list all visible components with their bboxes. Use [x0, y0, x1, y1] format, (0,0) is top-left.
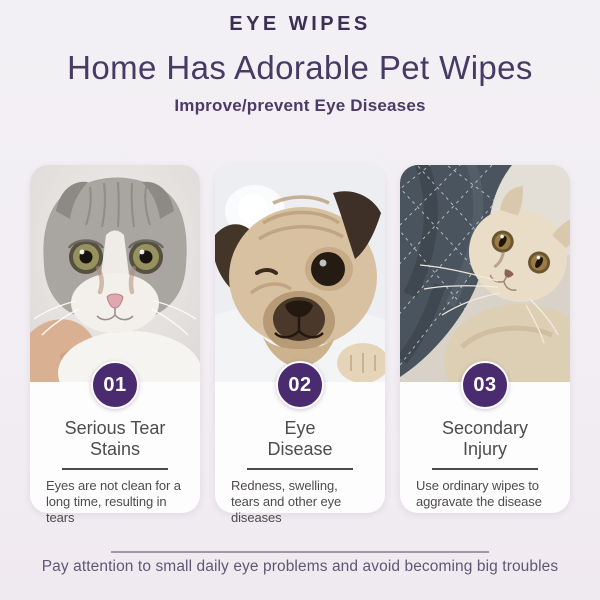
card-eye-disease: 02 Eye Disease Redness, swelling, tears … — [215, 165, 385, 525]
photo-cat-tear-stains — [30, 165, 200, 382]
kicker-text: EYE WIPES — [229, 13, 371, 35]
card-body: Secondary Injury Use ordinary wipes to a… — [400, 382, 570, 510]
footer: Pay attention to small daily eye problem… — [0, 551, 600, 576]
card-description: Redness, swelling, tears and other eye d… — [231, 478, 342, 525]
step-number: 02 — [288, 373, 312, 396]
gray-cat-illustration — [30, 165, 200, 382]
card-title-line-2: Disease — [267, 438, 333, 459]
step-number: 03 — [473, 373, 497, 396]
footer-divider-line — [111, 551, 489, 553]
card-title-line-1: Secondary — [441, 418, 529, 438]
card-title-line-2: Stains — [89, 438, 141, 459]
card-body: Serious Tear Stains Eyes are not clean f… — [30, 382, 200, 526]
title-divider — [432, 468, 538, 471]
subtitle: Improve/prevent Eye Diseases — [174, 96, 426, 115]
card-title-line-2: Injury — [462, 438, 507, 459]
page-title: Home Has Adorable Pet Wipes — [67, 49, 533, 86]
photo-cat-blanket — [400, 165, 570, 382]
card-serious-tear-stains: 01 Serious Tear Stains Eyes are not clea… — [30, 165, 200, 525]
step-badge-01: 01 — [91, 361, 139, 409]
photo-pug-eye-disease — [215, 165, 385, 382]
pug-illustration — [215, 165, 385, 382]
step-badge-02: 02 — [276, 361, 324, 409]
benefit-cards: 01 Serious Tear Stains Eyes are not clea… — [30, 165, 570, 525]
title-divider — [62, 468, 168, 471]
card-title: Serious Tear Stains — [46, 418, 184, 459]
card-description: Use ordinary wipes to aggravate the dise… — [416, 478, 542, 509]
header: EYE WIPES Home Has Adorable Pet Wipes Im… — [0, 0, 600, 116]
card-title: Eye Disease — [231, 418, 369, 459]
footer-note: Pay attention to small daily eye problem… — [41, 558, 559, 575]
card-title: Secondary Injury — [416, 418, 554, 459]
title-divider — [247, 468, 353, 471]
card-secondary-injury: 03 Secondary Injury Use ordinary wipes t… — [400, 165, 570, 513]
step-number: 01 — [103, 373, 127, 396]
card-title-line-1: Eye — [284, 418, 316, 438]
step-badge-03: 03 — [461, 361, 509, 409]
card-title-line-1: Serious Tear — [64, 418, 166, 438]
card-body: Eye Disease Redness, swelling, tears and… — [215, 382, 385, 526]
card-description: Eyes are not clean for a long time, resu… — [46, 478, 181, 525]
cream-cat-illustration — [400, 165, 570, 382]
